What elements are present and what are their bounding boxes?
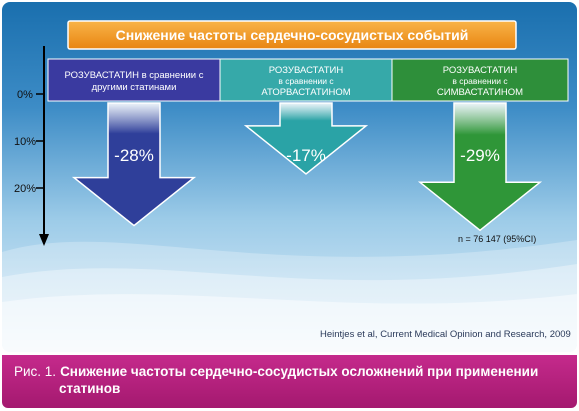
wave-decoration xyxy=(2,294,577,352)
sample-size-annotation: n = 76 147 (95%CI) xyxy=(458,234,536,244)
y-axis-arrowhead xyxy=(39,234,49,246)
category-label: АТОРВАСТАТИНОМ xyxy=(261,87,350,98)
caption-label: Рис. 1. xyxy=(14,364,57,379)
data-label: -29% xyxy=(460,146,500,165)
bar-arrow xyxy=(71,102,197,227)
wave-decoration xyxy=(2,264,577,352)
chart-title-box xyxy=(67,20,517,50)
category-label: другими статинами xyxy=(92,82,177,93)
category-label: СИМВАСТАТИНОМ xyxy=(437,87,523,98)
category-label: РОЗУВАСТАТИН xyxy=(443,65,518,76)
chart-svg: Снижение частоты сердечно-сосудистых соб… xyxy=(2,20,577,352)
figure-caption: Рис. 1. Снижение частоты сердечно-сосудис… xyxy=(14,363,569,397)
caption-line-1: Снижение частоты сердечно-сосудистых осл… xyxy=(60,364,539,379)
y-tick-label: 0% xyxy=(17,89,33,101)
wave-decoration xyxy=(2,240,577,352)
data-label: -17% xyxy=(286,146,326,165)
bar-arrow xyxy=(243,102,369,175)
category-label: в сравнении с xyxy=(452,76,508,86)
source-citation: Heintjes et al, Current Medical Opinion … xyxy=(320,329,571,340)
y-tick-label: 20% xyxy=(14,183,36,195)
category-header-box xyxy=(391,58,569,102)
category-header-box xyxy=(47,58,221,102)
bar-arrow xyxy=(417,102,543,232)
category-label: в сравнении с xyxy=(278,76,334,86)
category-header-box xyxy=(219,58,393,102)
figure-caption-bar: Рис. 1. Снижение частоты сердечно-сосудис… xyxy=(2,355,577,408)
category-label: РОЗУВАСТАТИН в сравнении с xyxy=(65,70,204,81)
chart-panel: Снижение частоты сердечно-сосудистых соб… xyxy=(2,2,577,352)
bar-arrows: -28% -17% -29% xyxy=(71,102,543,232)
y-tick-label: 10% xyxy=(14,136,36,148)
data-label: -28% xyxy=(114,146,154,165)
caption-line-2: статинов xyxy=(59,381,121,396)
y-ticks: 0% 10% 20% xyxy=(14,89,44,195)
chart-title: Снижение частоты сердечно-сосудистых соб… xyxy=(116,27,469,43)
category-label: РОЗУВАСТАТИН xyxy=(269,65,344,76)
